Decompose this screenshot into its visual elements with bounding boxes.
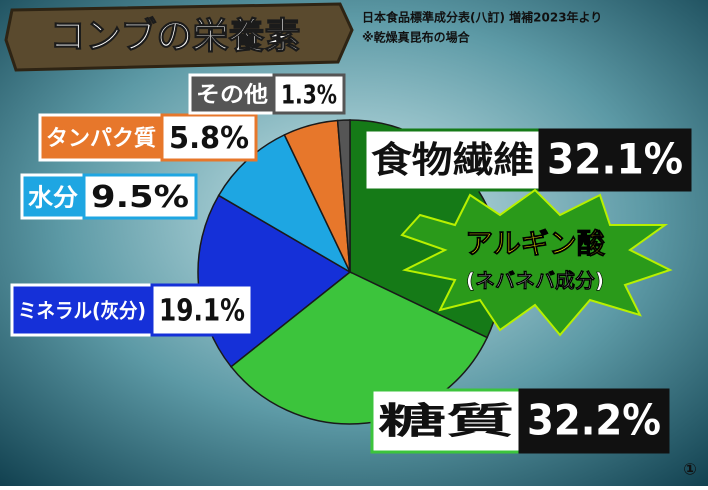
label-value-box bbox=[160, 113, 258, 162]
value-label: 9.5% bbox=[91, 180, 189, 215]
label-name: ミネラル(灰分) bbox=[18, 299, 146, 323]
label-name: 食物繊維 bbox=[371, 140, 534, 181]
label-value-box bbox=[150, 283, 254, 337]
value-label: 19.1% bbox=[159, 294, 245, 329]
source-note: ※乾燥真昆布の場合 bbox=[362, 30, 471, 45]
annotation-burst bbox=[400, 188, 673, 337]
value-label: 32.1% bbox=[547, 135, 683, 184]
label-name-box bbox=[38, 113, 164, 162]
page-number: ① bbox=[683, 460, 697, 479]
annotation: アルギン酸 bbox=[465, 227, 606, 260]
label-value-box bbox=[538, 128, 692, 192]
label-name: タンパク質 bbox=[46, 127, 156, 152]
chart-title: コンブの栄養素 bbox=[50, 15, 301, 57]
label-name: 水分 bbox=[28, 184, 78, 212]
pie-slice bbox=[230, 271, 489, 425]
pie-slice bbox=[336, 119, 351, 273]
label-value-box bbox=[82, 173, 198, 220]
title-banner bbox=[4, 2, 354, 72]
label-name: その他 bbox=[196, 83, 268, 108]
labels: 食物繊維 32.1% 糖質 32.2% ミネラル(灰分) 19.1% 水分 9.5% タンパク質… bbox=[10, 73, 692, 454]
label-value-box bbox=[518, 388, 670, 454]
annotation: (ネバネバ成分) bbox=[466, 269, 604, 293]
source-note: 日本食品標準成分表(八訂) 増補2023年より bbox=[362, 10, 602, 25]
value-label: 32.2% bbox=[527, 396, 661, 445]
label-name: 糖質 bbox=[378, 401, 514, 442]
label-value-box bbox=[272, 73, 346, 115]
value-label: 5.8% bbox=[169, 121, 249, 156]
label-name-box bbox=[370, 388, 522, 454]
value-label: 1.3% bbox=[281, 81, 337, 111]
